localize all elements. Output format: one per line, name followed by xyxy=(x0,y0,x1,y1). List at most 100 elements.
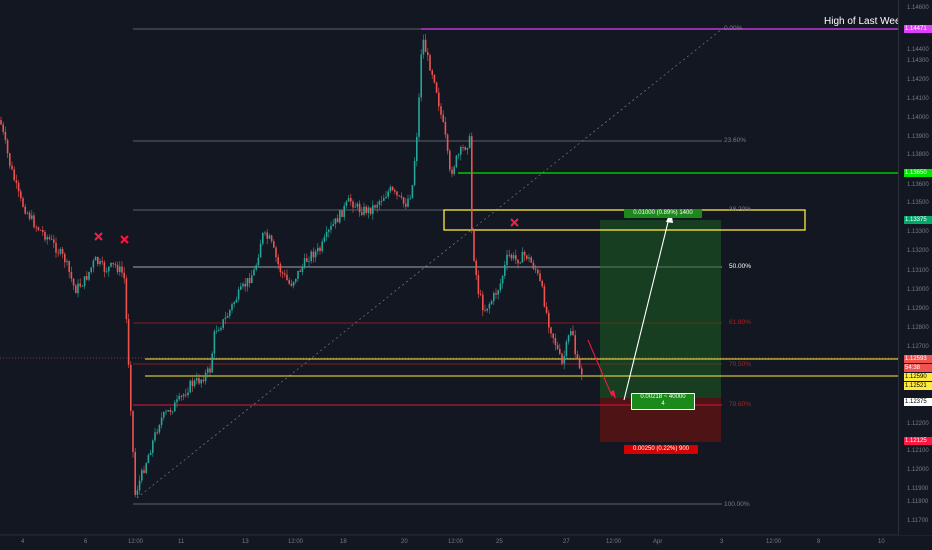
candle-body xyxy=(376,204,378,208)
candle-body xyxy=(521,251,524,263)
high-price-tag: 1.14471 xyxy=(904,25,932,33)
candle-body xyxy=(440,106,442,115)
candle-body xyxy=(149,452,152,456)
target-zone[interactable] xyxy=(600,220,721,398)
candle-body xyxy=(484,310,486,312)
candle-body xyxy=(385,196,387,199)
candle-body xyxy=(506,254,508,265)
candle-body xyxy=(9,153,11,166)
candle-body xyxy=(453,167,455,175)
candle-body xyxy=(420,54,422,98)
candle-body xyxy=(240,286,242,290)
price-axis-label: 1.14300 xyxy=(907,58,929,64)
projection-arrow-up xyxy=(623,213,671,401)
candle-body xyxy=(438,92,440,107)
candle-body xyxy=(13,169,15,181)
candle-body xyxy=(350,198,352,202)
fib-label-786: 78.60% xyxy=(729,401,752,408)
candle-body xyxy=(200,379,202,384)
x-marker xyxy=(120,235,129,244)
candle-body xyxy=(211,353,213,373)
time-axis-label: 12:00 xyxy=(448,539,464,545)
candle-body xyxy=(171,411,174,413)
candle-body xyxy=(493,293,495,302)
candle-body xyxy=(409,197,411,199)
candle-body xyxy=(312,251,315,258)
candle-body xyxy=(495,293,497,295)
candle-body xyxy=(209,368,211,373)
candle-body xyxy=(270,235,273,242)
candle-body xyxy=(259,243,262,258)
fib-label-50: 50.00% xyxy=(729,263,752,270)
candle-body xyxy=(154,432,156,441)
candle-body xyxy=(39,229,42,231)
price-axis-label: 1.14200 xyxy=(907,77,929,83)
candle-body xyxy=(297,270,299,279)
candle-body xyxy=(319,247,321,251)
time-axis-label: 12:00 xyxy=(128,539,144,545)
candle-body xyxy=(125,278,128,320)
candle-body xyxy=(204,372,207,382)
candle-body xyxy=(68,261,70,273)
candle-body xyxy=(462,147,464,148)
candle-body xyxy=(26,212,29,214)
time-axis-label: 27 xyxy=(563,539,570,545)
candle-body xyxy=(123,272,125,279)
price-axis-label: 1.13900 xyxy=(907,134,929,140)
candle-body xyxy=(288,280,290,284)
candle-body xyxy=(372,205,374,214)
candle-body xyxy=(510,254,513,259)
candle-body xyxy=(299,270,301,272)
price-axis-label: 1.11700 xyxy=(907,518,929,524)
candle-body xyxy=(86,276,88,280)
candle-body xyxy=(196,378,198,381)
time-axis-label: 18 xyxy=(340,539,347,545)
candle-body xyxy=(572,331,574,336)
price-axis-label: 1.13200 xyxy=(907,248,929,254)
candle-body xyxy=(193,380,196,387)
candle-body xyxy=(290,283,293,286)
candle-body xyxy=(578,359,581,369)
candle-body xyxy=(303,258,306,267)
candle-body xyxy=(92,260,95,268)
fib-label-705: 70.50% xyxy=(729,361,752,368)
candle-body xyxy=(46,237,48,240)
candle-body xyxy=(347,198,350,202)
candle-body xyxy=(143,470,145,473)
candle-body xyxy=(20,191,22,199)
candle-body xyxy=(266,232,268,239)
yellow-price-tag: 1.12590 xyxy=(904,373,932,381)
candle-body xyxy=(431,70,433,75)
time-axis-label: 13 xyxy=(242,539,249,545)
candle-body xyxy=(286,274,288,281)
candle-body xyxy=(55,242,57,253)
candle-body xyxy=(158,425,161,433)
price-axis[interactable] xyxy=(898,0,932,535)
candle-body xyxy=(255,265,257,270)
candle-body xyxy=(378,201,381,205)
candle-body xyxy=(213,331,216,354)
candlesticks xyxy=(0,33,583,498)
candle-body xyxy=(471,136,473,231)
candle-body xyxy=(180,396,183,397)
time-axis-label: 6 xyxy=(84,539,88,545)
candle-body xyxy=(534,268,537,270)
fib-label-0: 0.00% xyxy=(724,25,743,32)
price-axis-label: 1.12200 xyxy=(907,421,929,427)
candle-body xyxy=(332,224,334,226)
candle-body xyxy=(367,207,370,213)
candle-body xyxy=(99,261,101,265)
candle-body xyxy=(64,253,66,263)
candle-body xyxy=(394,190,396,192)
fib-label-382: 38.20% xyxy=(729,206,752,213)
candle-body xyxy=(237,289,240,300)
candle-body xyxy=(116,264,119,272)
candle-body xyxy=(424,39,427,53)
candle-body xyxy=(2,124,4,132)
candle-body xyxy=(422,39,425,55)
price-axis-label: 1.14400 xyxy=(907,47,929,53)
candle-body xyxy=(416,136,418,162)
candle-body xyxy=(61,249,64,254)
